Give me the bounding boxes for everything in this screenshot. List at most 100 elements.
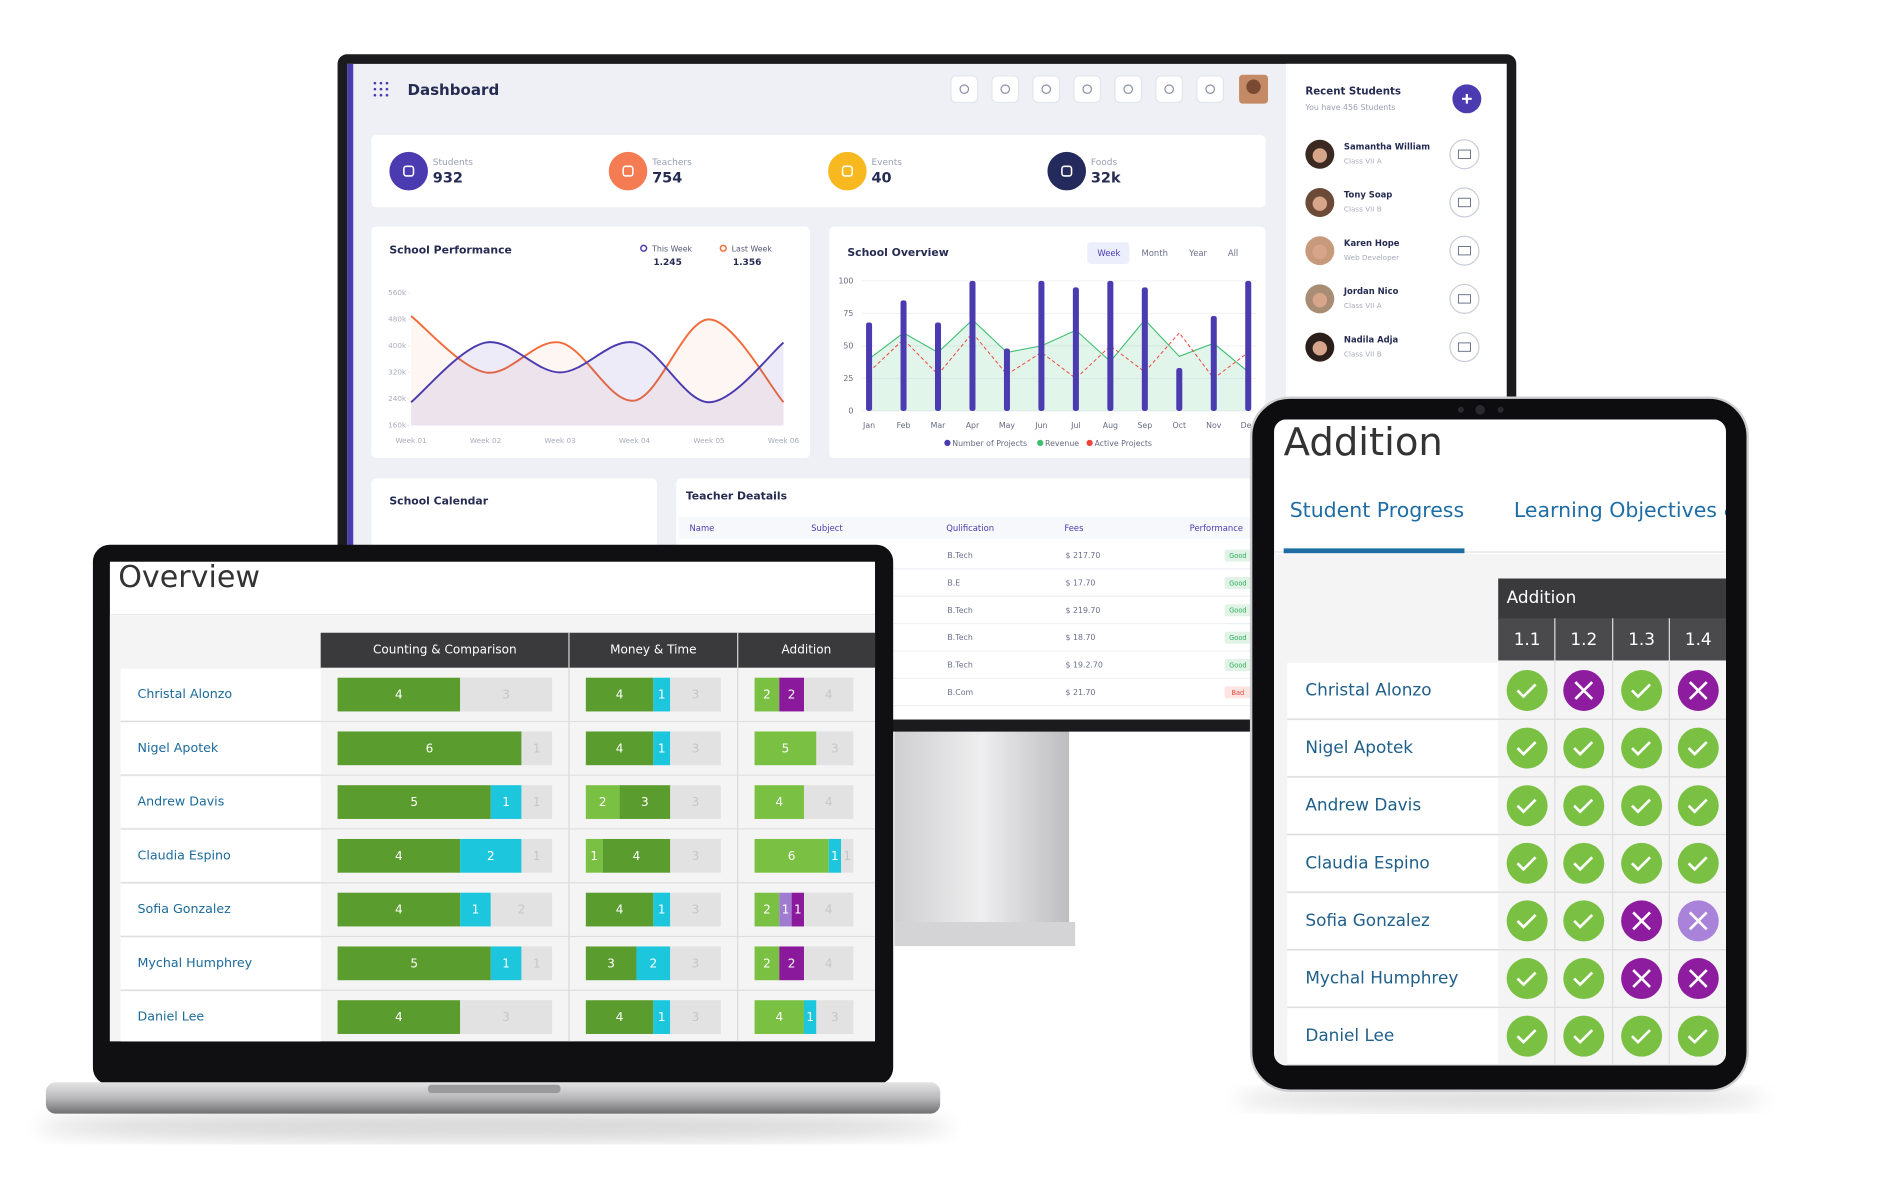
qualification: B.E [947,578,960,587]
student-name[interactable]: Claudia Espino [1305,852,1429,872]
mail-button[interactable] [1449,139,1480,170]
toolbar-button[interactable] [991,75,1020,104]
student-avatar-face [1312,244,1328,260]
cross-mark [1632,969,1651,988]
card-title: Teacher Deatails [686,490,787,503]
performance: Good [1229,579,1246,587]
toolbar-icon [959,84,970,95]
y-tick-label: 25 [843,374,853,383]
performance: Good [1229,552,1246,560]
tab[interactable]: Student Progress [1290,498,1464,522]
name-cell [120,830,321,882]
tablet-shadow [1235,1087,1766,1112]
bar [900,300,907,411]
student-name[interactable]: Daniel Lee [1305,1025,1394,1045]
fee: $ 219.70 [1066,606,1101,615]
progress-segment [337,731,522,766]
stat-icon [828,151,867,191]
check-mark [1516,1029,1537,1045]
cross-mark [1688,681,1708,700]
column-label: 1.3 [1628,629,1655,649]
mail-button[interactable] [1449,332,1480,363]
menu-icon-dot [373,87,377,91]
progress-segment [754,731,817,766]
mail-button[interactable] [1449,187,1480,218]
segment-label: 1 [831,849,839,863]
toolbar-button[interactable] [1032,75,1061,104]
progress-segment [653,892,671,927]
legend-total: 1.356 [733,258,762,268]
stat-label: Foods [1091,158,1118,168]
toolbar-button[interactable] [950,75,979,104]
tab[interactable]: Learning Objectives & [1514,498,1740,522]
mail-button[interactable] [1449,283,1480,314]
toolbar-button[interactable] [1073,75,1102,104]
column-header[interactable]: Subject [811,523,843,533]
x-tick-label: Feb [897,421,911,430]
result-icon [1677,727,1719,769]
period-tab[interactable]: Month [1142,248,1168,258]
column-header[interactable]: Qulification [946,523,994,533]
check-mark [1631,741,1651,756]
student-role: Class VII A [1344,301,1382,310]
legend-marker [944,439,951,447]
segment-label: 1 [658,1010,666,1024]
dashed-line [868,332,1249,380]
x-tick-label: Aug [1103,421,1118,430]
student-name[interactable]: Claudia Espino [137,847,231,862]
toolbar-button[interactable] [1155,75,1184,104]
performance-badge [1224,549,1252,562]
laptop-base [45,1082,941,1114]
student-name[interactable]: Andrew Davis [1305,795,1421,815]
period-tab[interactable]: Year [1188,248,1207,258]
name-cell [1287,893,1499,949]
student-name[interactable]: Sofia Gonzalez [137,901,231,916]
line [410,341,785,404]
student-name[interactable]: Christal Alonzo [137,686,232,701]
check-mark [1573,971,1594,987]
student-name[interactable]: Christal Alonzo [1305,679,1431,699]
column-header[interactable]: Fees [1064,523,1083,533]
period-tab[interactable]: All [1228,248,1238,258]
student-name[interactable]: Daniel Lee [137,1009,204,1024]
period-tab[interactable]: Week [1097,248,1120,258]
student-name[interactable]: Sofia Gonzalez [1305,910,1430,930]
result-icon [1506,958,1548,1000]
tablet-screen: Addition Student Progress Learning Objecti… [1274,419,1740,1066]
check-mark [1516,798,1537,814]
y-tick-label: 50 [843,341,853,350]
menu-icon-dot [379,81,383,85]
result-icon [1621,785,1663,827]
mail-button[interactable] [1449,235,1480,266]
segment-label: 1 [533,849,541,863]
line-area [411,316,784,426]
progress-segment [791,892,804,927]
y-tick-label: 400k [388,341,407,350]
segment-label: 4 [395,849,403,863]
x-tick-label: Week 03 [544,436,576,445]
column-header[interactable]: Name [689,523,714,533]
progress-segment [803,946,854,981]
student-name[interactable]: Nigel Apotek [137,740,218,755]
column-header[interactable]: Performance [1190,523,1243,533]
progress-segment [460,892,491,927]
toolbar-button[interactable] [1114,75,1143,104]
card-title: School Calendar [389,494,488,507]
camera [1457,406,1464,413]
progress-segment [521,785,553,819]
student-name[interactable]: Andrew Davis [137,794,224,809]
student-name[interactable]: Mychal Humphrey [1305,968,1458,988]
toolbar-button[interactable] [1196,75,1225,104]
legend-label: Revenue [1045,439,1079,448]
result-icon [1563,727,1605,769]
group-label: Addition [1507,587,1577,607]
student-name[interactable]: Nigel Apotek [1305,737,1413,757]
student-name[interactable]: Mychal Humphrey [137,955,252,970]
toolbar-icon [1164,84,1174,95]
toolbar-icon [1205,84,1215,95]
segment-label: 1 [590,849,598,863]
column-label: 1.1 [1514,629,1541,649]
segment-label: 4 [825,795,833,809]
segment-label: 4 [616,688,624,702]
x-tick-label: May [999,421,1016,430]
